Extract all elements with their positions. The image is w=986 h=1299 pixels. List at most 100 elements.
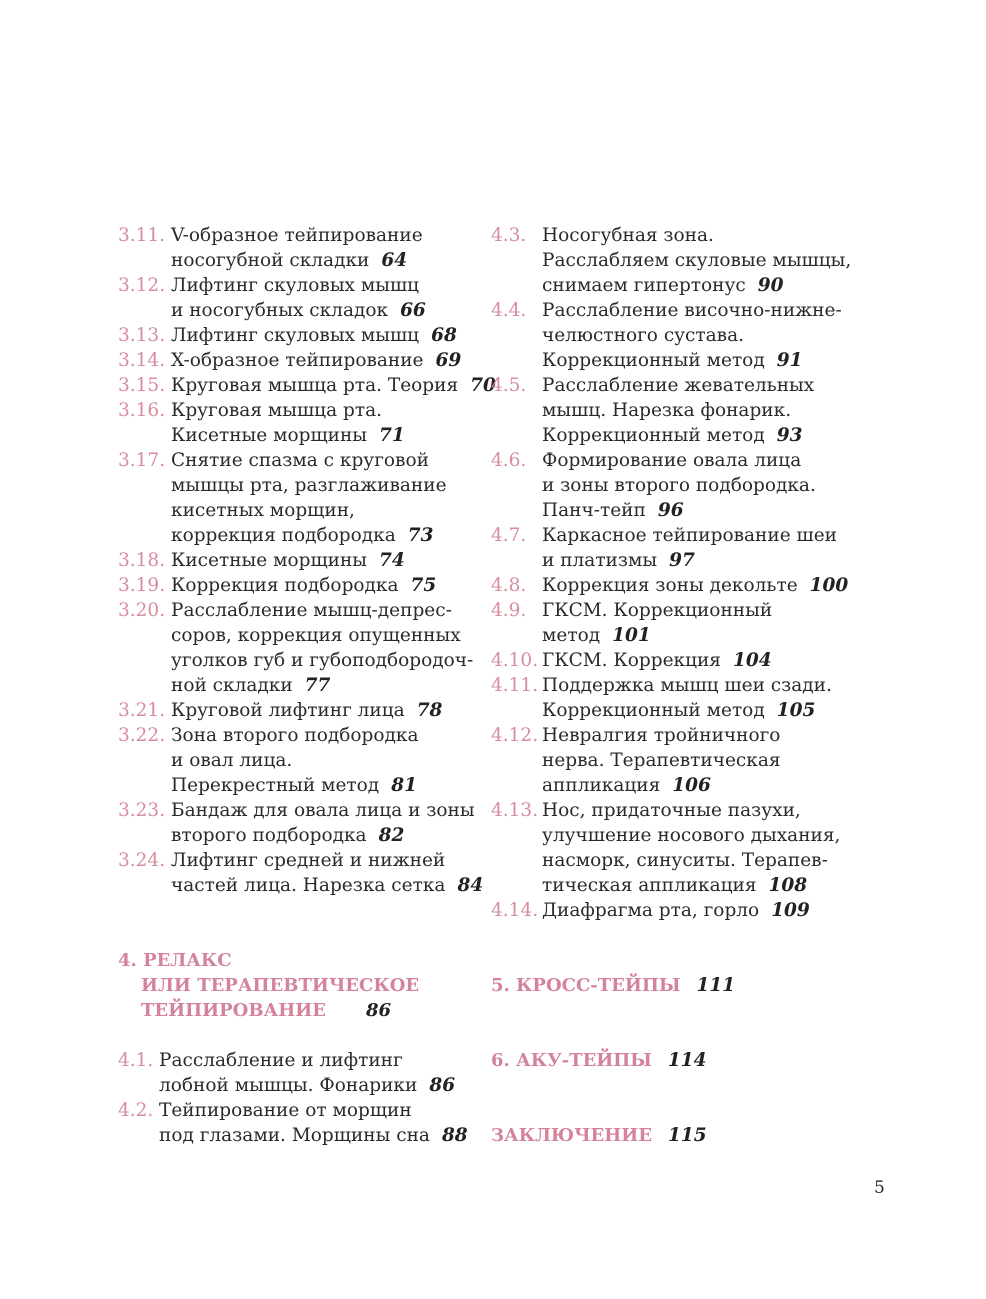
toc-list-chapter-4-start: 4.1. Расслабление и лифтинг лобной мышцы. …	[118, 1048, 478, 1148]
entry-title-line: X-образное тейпирование 69	[171, 348, 478, 373]
entry-number: 4.9.	[491, 600, 527, 621]
page-ref: 106	[672, 775, 711, 796]
entry-text: ГКСМ. Коррекция	[542, 650, 721, 671]
entry-title-line: Лифтинг средней и нижней	[171, 848, 483, 873]
entry-title: Тейпирование от морщин под глазами. Морщи…	[159, 1098, 478, 1148]
entry-title-line: Лифтинг скуловых мышц	[171, 273, 478, 298]
toc-entry[interactable]: 4.10. ГКСМ. Коррекция 104	[491, 648, 861, 673]
entry-title: Поддержка мышц шеи сзади. Коррекционный м…	[542, 673, 861, 723]
toc-section-heading[interactable]: 5. КРОСС-ТЕЙПЫ 111	[491, 973, 861, 998]
toc-entry[interactable]: 4.3. Носогубная зона. Расслабляем скуловые…	[491, 223, 861, 298]
entry-title-line: Невралгия тройничного	[542, 723, 861, 748]
entry-text: Лифтинг скуловых мышц	[171, 325, 420, 346]
entry-text: Лифтинг средней и нижней	[171, 850, 446, 871]
entry-number: 3.14.	[118, 350, 166, 371]
entry-title-line: Расслабление височно-нижне-	[542, 298, 861, 323]
toc-entry[interactable]: 3.19. Коррекция подбородка 75	[118, 573, 478, 598]
entry-title: Каркасное тейпирование шеи и платизмы 97	[542, 523, 861, 573]
toc-entry[interactable]: 3.18. Кисетные морщины 74	[118, 548, 478, 573]
toc-entry[interactable]: 4.12. Невралгия тройничного нерва. Терапев…	[491, 723, 861, 798]
entry-title-line: лобной мышцы. Фонарики 86	[159, 1073, 478, 1098]
entry-title: Круговой лифтинг лица 78	[171, 698, 478, 723]
toc-entry[interactable]: 4.1. Расслабление и лифтинг лобной мышцы. …	[118, 1048, 478, 1098]
entry-title-line: насморк, синуситы. Терапев-	[542, 848, 861, 873]
entry-title-line: Расслабление жевательных	[542, 373, 861, 398]
entry-text: Невралгия тройничного	[542, 725, 781, 746]
toc-entry[interactable]: 3.11. V-образное тейпирование носогубной с…	[118, 223, 478, 273]
entry-text: кисетных морщин,	[171, 500, 355, 521]
toc-entry[interactable]: 3.20. Расслабление мышц-депрес-соров, кор…	[118, 598, 478, 698]
toc-entry[interactable]: 3.14. X-образное тейпирование 69	[118, 348, 478, 373]
toc-entry[interactable]: 3.15. Круговая мышца рта. Теория 70	[118, 373, 496, 398]
entry-title-line: тическая аппликация 108	[542, 873, 861, 898]
entry-title-line: Бандаж для овала лица и зоны	[171, 798, 478, 823]
entry-title: Носогубная зона. Расслабляем скуловые мыш…	[542, 223, 861, 298]
toc-entry[interactable]: 3.12. Лифтинг скуловых мышц и носогубных с…	[118, 273, 478, 323]
toc-section-heading[interactable]: ЗАКЛЮЧЕНИЕ 115	[491, 1123, 861, 1148]
toc-entry[interactable]: 3.22. Зона второго подбородка и овал лица.…	[118, 723, 478, 798]
toc-entry[interactable]: 4.11. Поддержка мышц шеи сзади. Коррекцион…	[491, 673, 861, 723]
toc-entry[interactable]: 3.21. Круговой лифтинг лица 78	[118, 698, 478, 723]
entry-title-line: мышцы рта, разглаживание	[171, 473, 478, 498]
toc-entry[interactable]: 4.6. Формирование овала лица и зоны второг…	[491, 448, 861, 523]
entry-text: Перекрестный метод	[171, 775, 380, 796]
entry-text: и зоны второго подбородка.	[542, 475, 816, 496]
entry-text: и платизмы	[542, 550, 658, 571]
entry-number: 3.19.	[118, 575, 166, 596]
entry-title-line: Носогубная зона.	[542, 223, 861, 248]
toc-entry[interactable]: 3.13. Лифтинг скуловых мышц 68	[118, 323, 478, 348]
page-ref: 101	[612, 625, 651, 646]
toc-section-heading[interactable]: 6. АКУ-ТЕЙПЫ 114	[491, 1048, 861, 1073]
entry-title: Круговая мышца рта. Теория 70	[171, 373, 496, 398]
toc-entry[interactable]: 3.23. Бандаж для овала лица и зоны второго…	[118, 798, 478, 848]
entry-text: Зона второго подбородка	[171, 725, 419, 746]
entry-number: 4.6.	[491, 450, 527, 471]
toc-entry[interactable]: 4.4. Расслабление височно-нижне-челюстног…	[491, 298, 861, 373]
entry-title: X-образное тейпирование 69	[171, 348, 478, 373]
page-ref: 66	[400, 300, 426, 321]
entry-title: Лифтинг скуловых мышц 68	[171, 323, 478, 348]
toc-entry[interactable]: 4.7. Каркасное тейпирование шеи и платизмы…	[491, 523, 861, 573]
entry-number: 3.13.	[118, 325, 166, 346]
toc-entry[interactable]: 4.9. ГКСМ. Коррекционный метод 101	[491, 598, 861, 648]
toc-entry[interactable]: 3.17. Снятие спазма с круговой мышцы рта, …	[118, 448, 478, 548]
entry-text: и носогубных складок	[171, 300, 389, 321]
toc-entry[interactable]: 3.16. Круговая мышца рта. Кисетные морщины…	[118, 398, 478, 448]
entry-number: 4.14.	[491, 900, 539, 921]
page-ref: 69	[435, 350, 462, 371]
entry-text: Круговой лифтинг лица	[171, 700, 405, 721]
entry-title-line: второго подбородка 82	[171, 823, 478, 848]
entry-title-line: Круговая мышца рта. Теория 70	[171, 373, 496, 398]
entry-title-line: Расслабляем скуловые мышцы,	[542, 248, 861, 273]
entry-number: 3.18.	[118, 550, 166, 571]
toc-entry[interactable]: 4.14. Диафрагма рта, горло 109	[491, 898, 861, 923]
toc-entry[interactable]: 4.2. Тейпирование от морщин под глазами. М…	[118, 1098, 478, 1148]
entry-title: Нос, придаточные пазухи, улучшение носово…	[542, 798, 861, 898]
entry-title-line: Поддержка мышц шеи сзади.	[542, 673, 861, 698]
page-ref: 88	[441, 1125, 468, 1146]
entry-text: V-образное тейпирование	[171, 225, 423, 246]
entry-title-line: Расслабление мышц-депрес-	[171, 598, 478, 623]
entry-title: Коррекция подбородка 75	[171, 573, 478, 598]
page-ref: 111	[696, 975, 736, 996]
entry-title: Лифтинг скуловых мышц и носогубных складо…	[171, 273, 478, 323]
toc-entry[interactable]: 4.5. Расслабление жевательных мышц. Нарезк…	[491, 373, 861, 448]
section-title: ЗАКЛЮЧЕНИЕ	[491, 1125, 652, 1146]
entry-title-line: снимаем гипертонус 90	[542, 273, 861, 298]
entry-title: Расслабление и лифтинг лобной мышцы. Фона…	[159, 1048, 478, 1098]
toc-entry[interactable]: 4.8. Коррекция зоны декольте 100	[491, 573, 861, 598]
toc-entry[interactable]: 4.13. Нос, придаточные пазухи, улучшение н…	[491, 798, 861, 898]
entry-title-line: аппликация 106	[542, 773, 861, 798]
page-ref: 71	[379, 425, 405, 446]
entry-number: 4.11.	[491, 675, 539, 696]
toc-section-4-heading[interactable]: 4. РЕЛАКС ИЛИ ТЕРАПЕВТИЧЕСКОЕ ТЕЙПИРОВАН…	[118, 948, 478, 1023]
entry-text: уголков губ и губоподбородоч-	[171, 650, 474, 671]
entry-text: X-образное тейпирование	[171, 350, 424, 371]
entry-text: Каркасное тейпирование шеи	[542, 525, 838, 546]
entry-title-line: V-образное тейпирование	[171, 223, 478, 248]
entry-title-line: Панч-тейп 96	[542, 498, 861, 523]
page-ref: 93	[776, 425, 803, 446]
entry-text: Расслабление височно-нижне-	[542, 300, 842, 321]
toc-entry[interactable]: 3.24. Лифтинг средней и нижней частей лица…	[118, 848, 483, 898]
entry-title: Формирование овала лица и зоны второго по…	[542, 448, 861, 523]
